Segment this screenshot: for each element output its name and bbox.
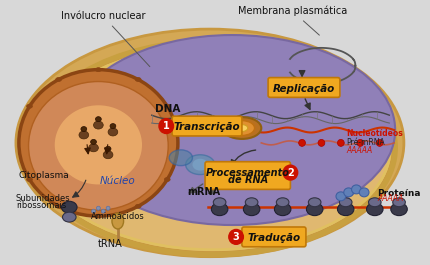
Ellipse shape [376,139,383,146]
Text: Transcrição: Transcrição [174,122,240,132]
Ellipse shape [27,178,32,182]
Circle shape [159,119,174,134]
Ellipse shape [245,198,258,207]
Text: de RNA: de RNA [227,175,268,186]
Ellipse shape [96,206,100,210]
Ellipse shape [344,188,353,197]
Text: Proteína: Proteína [377,189,420,198]
Ellipse shape [359,188,369,197]
Text: Invólucro nuclear: Invólucro nuclear [61,11,150,67]
Ellipse shape [318,139,325,146]
FancyBboxPatch shape [268,78,340,97]
Ellipse shape [28,82,168,210]
Ellipse shape [274,203,291,216]
Ellipse shape [101,209,105,213]
Ellipse shape [391,203,407,216]
Ellipse shape [338,203,354,216]
Ellipse shape [81,127,87,131]
Ellipse shape [112,213,123,229]
Ellipse shape [169,150,193,166]
Ellipse shape [19,70,178,216]
Text: Tradução: Tradução [247,233,301,243]
Ellipse shape [212,203,228,216]
Ellipse shape [164,178,170,182]
Ellipse shape [164,104,170,108]
Text: Núcleo: Núcleo [100,176,135,187]
Ellipse shape [106,206,110,210]
Ellipse shape [135,77,141,81]
Text: Processamento: Processamento [206,167,290,178]
Ellipse shape [62,212,76,222]
Ellipse shape [56,77,61,81]
Text: Aminoácidos: Aminoácidos [91,212,144,221]
Text: AAAAA: AAAAA [378,194,404,203]
Text: Subunidades: Subunidades [16,194,71,203]
Ellipse shape [236,125,248,131]
Ellipse shape [308,198,321,207]
Ellipse shape [393,198,405,207]
Ellipse shape [336,192,346,201]
Ellipse shape [366,203,383,216]
Circle shape [283,165,298,180]
Ellipse shape [92,209,95,213]
Ellipse shape [110,123,116,129]
FancyBboxPatch shape [242,227,306,247]
Text: Citoplasma: Citoplasma [19,170,70,179]
Ellipse shape [105,146,111,151]
Ellipse shape [79,131,89,139]
Text: Replicação: Replicação [273,84,335,94]
Ellipse shape [369,198,381,207]
Ellipse shape [61,201,77,213]
Ellipse shape [338,139,344,146]
Ellipse shape [103,151,113,159]
Ellipse shape [222,117,261,139]
Text: ribossomais: ribossomais [16,201,66,210]
Ellipse shape [91,139,96,144]
Ellipse shape [89,144,98,152]
Ellipse shape [213,198,226,207]
FancyBboxPatch shape [205,162,290,189]
Ellipse shape [95,68,101,72]
Circle shape [229,229,243,244]
FancyBboxPatch shape [172,116,242,136]
Ellipse shape [34,44,392,252]
Ellipse shape [55,105,142,184]
Ellipse shape [243,203,260,216]
Text: 2: 2 [287,167,294,178]
Ellipse shape [56,204,61,208]
Ellipse shape [351,185,361,194]
Ellipse shape [94,121,103,129]
Text: 1: 1 [163,121,170,131]
Ellipse shape [299,139,305,146]
Text: tRNA: tRNA [98,239,123,249]
Text: Pré-mRNA: Pré-mRNA [347,138,385,147]
Text: AAAAA: AAAAA [347,146,373,155]
Text: Nucleotídeos: Nucleotídeos [347,129,403,138]
Text: Membrana plasmática: Membrana plasmática [238,6,347,35]
Ellipse shape [16,29,404,257]
Ellipse shape [95,214,101,218]
Ellipse shape [69,35,395,225]
Text: mRNA: mRNA [187,187,221,197]
Text: 3: 3 [233,232,240,242]
Ellipse shape [193,159,208,171]
Text: DNA: DNA [155,104,180,114]
Ellipse shape [95,117,101,122]
Ellipse shape [357,139,364,146]
Ellipse shape [108,128,118,136]
Ellipse shape [27,104,32,108]
Ellipse shape [276,198,289,207]
Ellipse shape [339,198,352,207]
Ellipse shape [229,121,255,135]
Ellipse shape [135,204,141,208]
Ellipse shape [186,155,215,175]
Ellipse shape [307,203,323,216]
